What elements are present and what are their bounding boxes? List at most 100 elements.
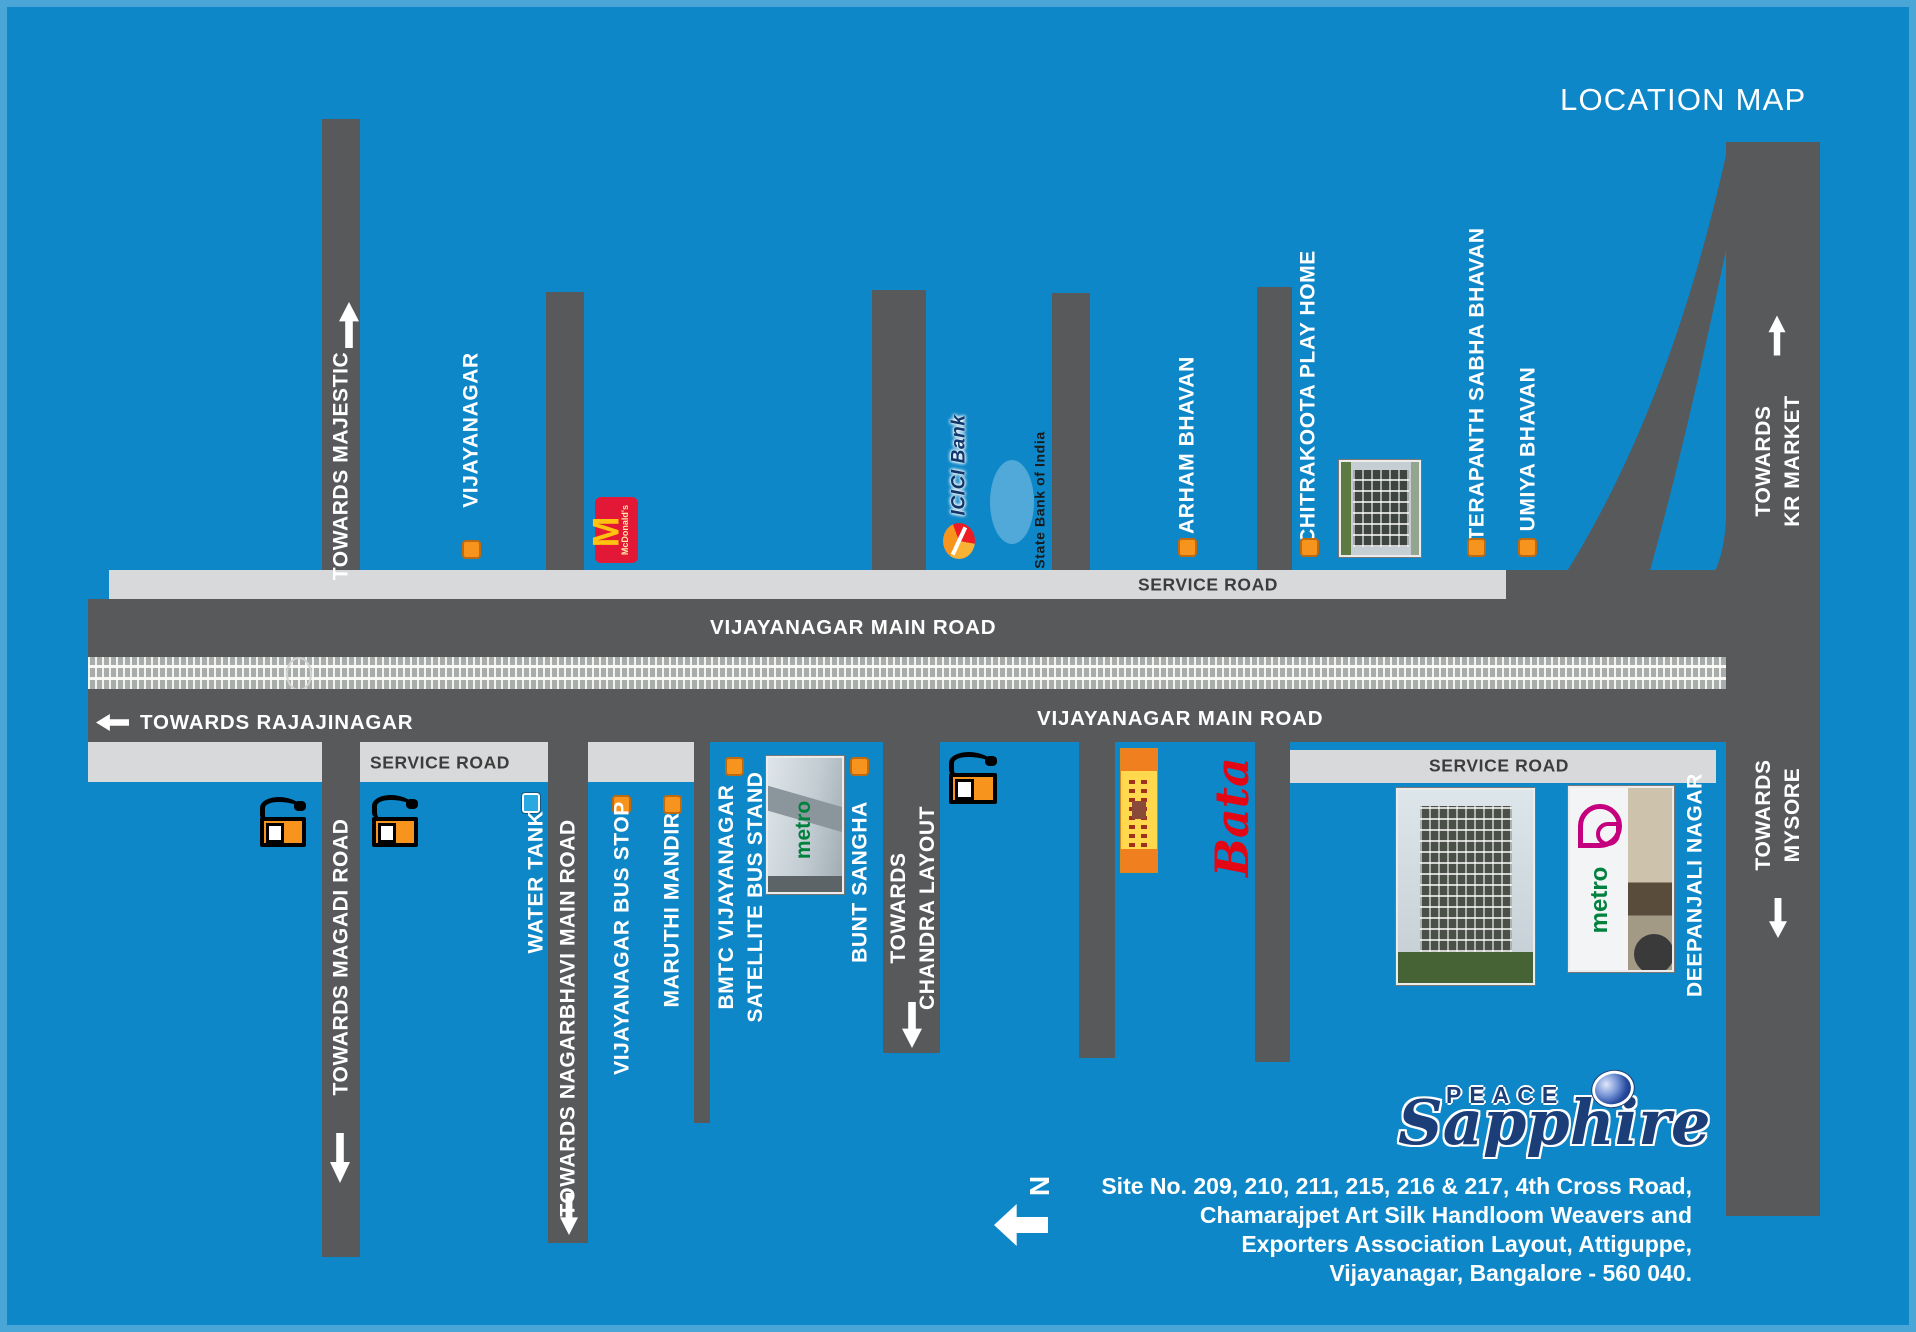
maruthi-mandir-label: MARUTHI MANDIR [660,812,684,1008]
arham-bhavan-label: ARHAM BHAVAN [1175,356,1199,534]
station-dome [1634,934,1672,970]
bus-stop-marker [612,795,631,814]
vijayanagar-marker [462,540,481,559]
rickshaw-roof [949,752,994,777]
towards-chandra-line1: TOWARDS [887,852,910,964]
rickshaw-roof [260,797,303,822]
towards-kr-market-label: TOWARDS KR MARKET [1749,395,1807,526]
towards-kr-line2: KR MARKET [1781,395,1804,527]
water-tank-icon [521,792,541,814]
road-towards-nagarbhavi [548,742,588,1243]
road-bottom-3 [694,742,710,1123]
maruthi-mandir-marker [663,795,682,814]
road-top-3 [872,290,926,570]
service-road-lower-right [1288,750,1716,783]
service-road-label-lower-left: SERVICE ROAD [369,752,511,773]
bmtc-line2: SATELLITE BUS STAND [744,771,767,1023]
kannada-signboard [1121,749,1157,872]
vijayanagar-main-road-upper [88,599,1726,657]
logo-sapphire-text: Sapphire [1398,1086,1711,1159]
metro-wordmark: metro [1586,866,1613,934]
rail-line [88,677,1726,680]
metro-pillar-photo: metro [768,758,842,892]
trees-strip [1411,462,1419,555]
icici-logo-slash [950,526,968,556]
sign-band-bottom [1121,849,1157,872]
rickshaw-blob [406,799,418,809]
road-top-4 [1052,293,1090,570]
metro-station-photo: metro [1570,788,1672,970]
towards-chandra-label: TOWARDS CHANDRA LAYOUT [884,806,942,1010]
road-bottom-5 [1079,742,1115,1058]
vijayanagar-label: VIJAYANAGAR [459,352,483,508]
building-facade [1420,806,1512,952]
service-road-label-upper: SERVICE ROAD [1137,574,1279,595]
auto-rickshaw-icon [947,750,1000,804]
site-address: Site No. 209, 210, 211, 215, 216 & 217, … [1101,1172,1692,1288]
auto-rickshaw-icon [258,795,308,847]
road-towards-majestic [322,119,360,570]
rickshaw-window [378,823,396,843]
rickshaw-window [955,779,974,800]
bmtc-label: BMTC VIJAYANAGAR SATELLITE BUS STAND [712,772,770,1023]
rickshaw-roof [372,795,415,820]
water-tank-label: WATER TANK [524,810,548,954]
umiya-bhavan-label: UMIYA BHAVAN [1516,366,1540,532]
rail-line [88,665,1726,668]
trees-strip [1398,952,1533,983]
towards-kr-line1: TOWARDS [1752,405,1775,517]
rickshaw-window [266,823,284,843]
railway-track [88,657,1726,691]
north-arrow-icon [994,1204,1048,1246]
arham-bhavan-marker [1178,538,1197,557]
icici-bank-label: ICICI Bank [948,414,970,516]
deepanjali-nagar-label: DEEPANJALI NAGAR [1683,773,1707,997]
rickshaw-blob [294,801,306,811]
towards-mysore-label: TOWARDS MYSORE [1749,759,1807,870]
pillar-base [768,876,842,892]
trees-strip [1341,462,1351,555]
service-road-lower-left [88,742,695,782]
towards-mysore-line1: TOWARDS [1752,759,1775,871]
building-photo-2 [1398,790,1533,983]
mcdonalds-sign: M McDonald's [585,497,638,563]
auto-rickshaw-icon [370,793,420,847]
vijayanagar-main-road-lower [88,689,1726,742]
metro-swirl-icon [1596,822,1620,846]
towards-magadi-label: TOWARDS MAGADI ROAD [329,818,353,1096]
icici-logo-icon [943,523,975,559]
towards-mysore-line2: MYSORE [1781,767,1804,863]
road-bottom-6 [1255,742,1290,1062]
chitrakoota-label: CHITRAKOOTA PLAY HOME [1296,250,1320,544]
service-road-upper [109,570,1506,599]
towards-chandra-line2: CHANDRA LAYOUT [916,805,939,1011]
address-line: Site No. 209, 210, 211, 215, 216 & 217, … [1101,1173,1692,1199]
logo-peace-text: PEACE [1446,1082,1566,1108]
bunt-sangha-marker [850,757,869,776]
building-facade [1353,470,1409,547]
main-road-label-upper: VIJAYANAGAR MAIN ROAD [710,616,997,639]
bata-label: Bata [1205,757,1259,877]
north-letter: N [1024,1175,1055,1197]
railway-crossing-circle [286,657,312,691]
road-towards-kr-mysore [1726,142,1820,1216]
metro-pillar-wordmark: metro [792,800,815,860]
address-line: Exporters Association Layout, Attiguppe, [1241,1231,1692,1257]
page-title: LOCATION MAP [1560,82,1807,117]
towards-majestic-label: TOWARDS MAJESTIC [329,351,353,581]
vijayanagar-bus-stop-label: VIJAYANAGAR BUS STOP [610,801,634,1075]
mcdonalds-label: McDonald's [620,504,630,556]
sbi-label: State Bank of India [1031,431,1048,569]
sign-photo-chip [1132,801,1146,819]
towards-rajajinagar-label: TOWARDS RAJAJINAGAR [140,711,414,734]
bunt-sangha-label: BUNT SANGHA [848,801,872,963]
road-top-2 [546,292,584,570]
towards-nagarbhavi-label: TOWARDS NAGARBHAVI MAIN ROAD [556,819,580,1217]
bmtc-marker [725,757,744,776]
main-road-label-lower: VIJAYANAGAR MAIN ROAD [1037,707,1324,730]
sbi-logo-icon [990,460,1034,544]
road-ramp-curve [1545,155,1726,605]
rickshaw-blob [985,756,997,766]
service-road-label-lower-right: SERVICE ROAD [1428,755,1570,776]
